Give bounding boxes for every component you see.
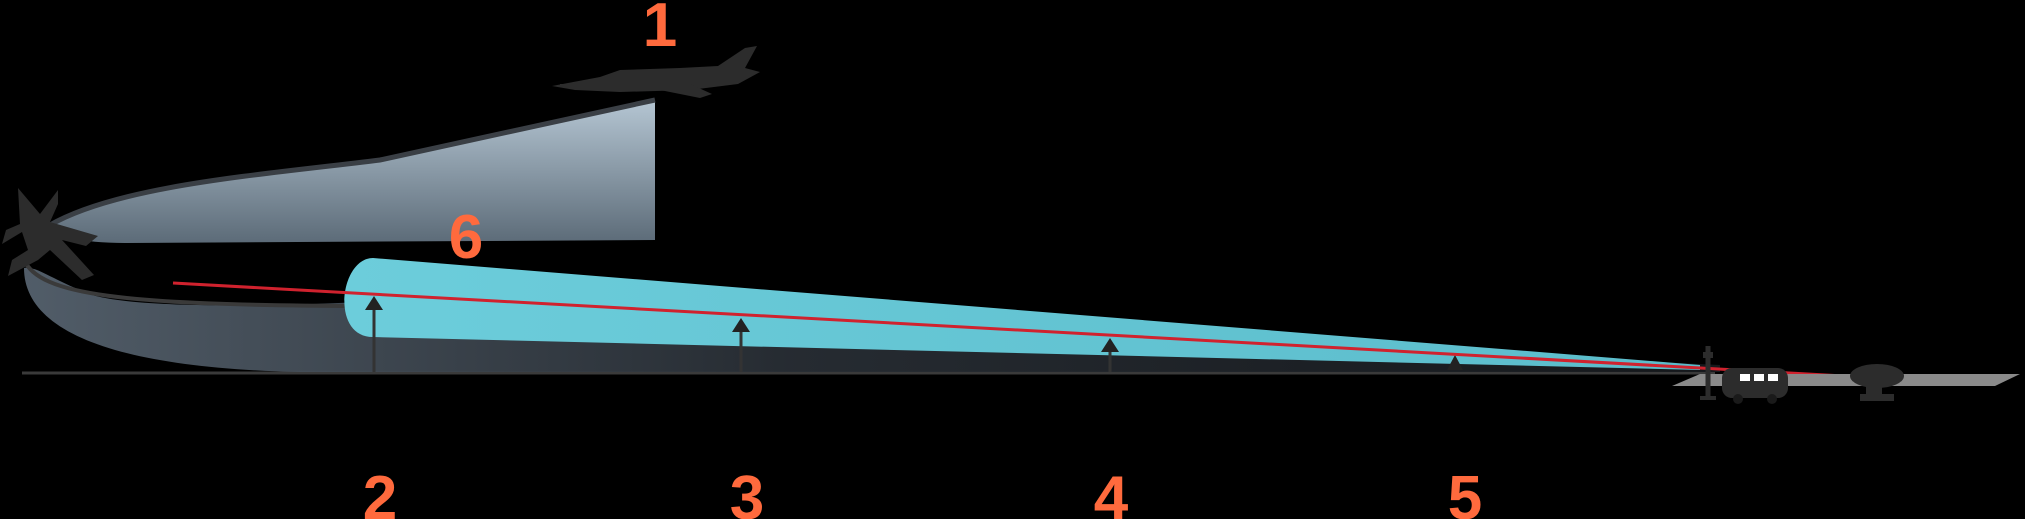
label-6: 6 bbox=[449, 203, 483, 272]
radar-dish-icon bbox=[1850, 364, 1904, 401]
approach-beam bbox=[344, 258, 1700, 370]
marker-beacon-5 bbox=[1447, 355, 1463, 370]
label-4: 4 bbox=[1094, 464, 1129, 519]
guidance-line bbox=[172, 281, 1881, 380]
mobile-station-van-icon bbox=[1722, 368, 1788, 404]
marker-beacon-4 bbox=[1101, 338, 1119, 372]
aircraft-track bbox=[22, 259, 361, 308]
marker-beacon-3 bbox=[732, 318, 750, 372]
marker-beacon-2 bbox=[365, 296, 383, 372]
label-3: 3 bbox=[730, 464, 764, 519]
fighter-jet-top-icon bbox=[2, 188, 98, 280]
upper-zone-outline bbox=[48, 97, 656, 228]
label-2: 2 bbox=[363, 464, 397, 519]
fighter-jet-side-icon bbox=[552, 46, 760, 98]
upper-approach-zone bbox=[50, 100, 655, 243]
antenna-mast-icon bbox=[1700, 346, 1716, 400]
label-5: 5 bbox=[1448, 464, 1482, 519]
label-1: 1 bbox=[643, 0, 677, 60]
